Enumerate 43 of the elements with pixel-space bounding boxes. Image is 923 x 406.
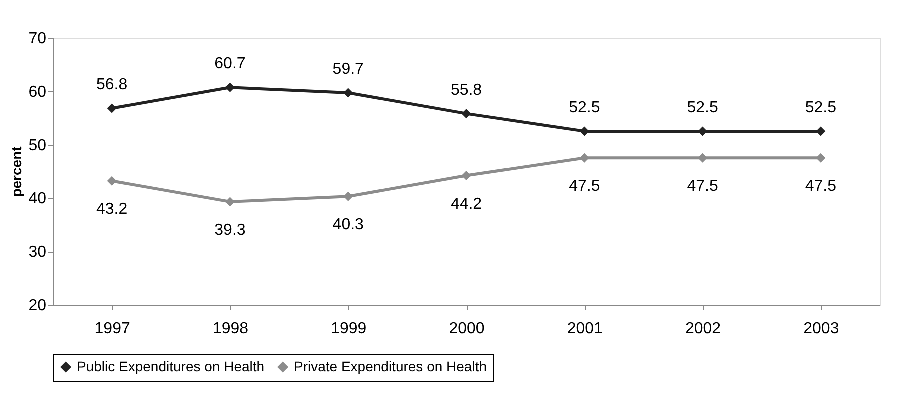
point (225, 197, 235, 207)
point (462, 171, 472, 181)
point (462, 109, 472, 119)
y-tick-label: 30 (28, 244, 47, 262)
data-label: 40.3 (332, 216, 364, 234)
y-tick-label: 50 (28, 137, 47, 154)
x-tick-label: 1998 (212, 320, 249, 338)
data-label: 52.5 (687, 99, 718, 116)
data-label: 56.8 (96, 76, 128, 94)
data-label: 47.5 (569, 178, 600, 196)
point (107, 104, 117, 114)
point (580, 153, 590, 163)
point (107, 176, 117, 186)
data-label: 47.5 (687, 178, 718, 196)
x-tick-label: 1997 (94, 320, 130, 338)
y-tick-label: 60 (28, 84, 47, 101)
data-label: 59.7 (332, 61, 364, 78)
data-label: 55.8 (450, 82, 482, 99)
point (816, 126, 826, 136)
x-tick-label: 1999 (331, 320, 367, 338)
data-label: 52.5 (805, 99, 837, 116)
point (698, 153, 708, 163)
legend-label: Public Expenditures on Health (77, 358, 265, 374)
x-tick-label: 2000 (449, 320, 485, 338)
point (816, 153, 826, 163)
data-label: 43.2 (96, 201, 128, 218)
data-label: 60.7 (214, 56, 246, 73)
data-label: 44.2 (450, 196, 482, 213)
point (225, 82, 235, 92)
y-tick-label: 70 (28, 30, 47, 48)
data-label: 52.5 (569, 99, 600, 116)
y-tick-label: 40 (28, 190, 47, 208)
point (580, 126, 590, 136)
point (344, 88, 354, 98)
y-axis-title: percent (8, 146, 25, 198)
legend-label: Private Expenditures on Health (294, 358, 487, 374)
x-tick-label: 2003 (804, 320, 840, 338)
data-label: 47.5 (805, 178, 837, 196)
point (344, 192, 354, 202)
y-tick-label: 20 (28, 298, 47, 314)
x-tick-label: 2002 (685, 320, 722, 338)
x-tick-label: 2001 (567, 320, 604, 338)
data-label: 39.3 (214, 222, 246, 239)
